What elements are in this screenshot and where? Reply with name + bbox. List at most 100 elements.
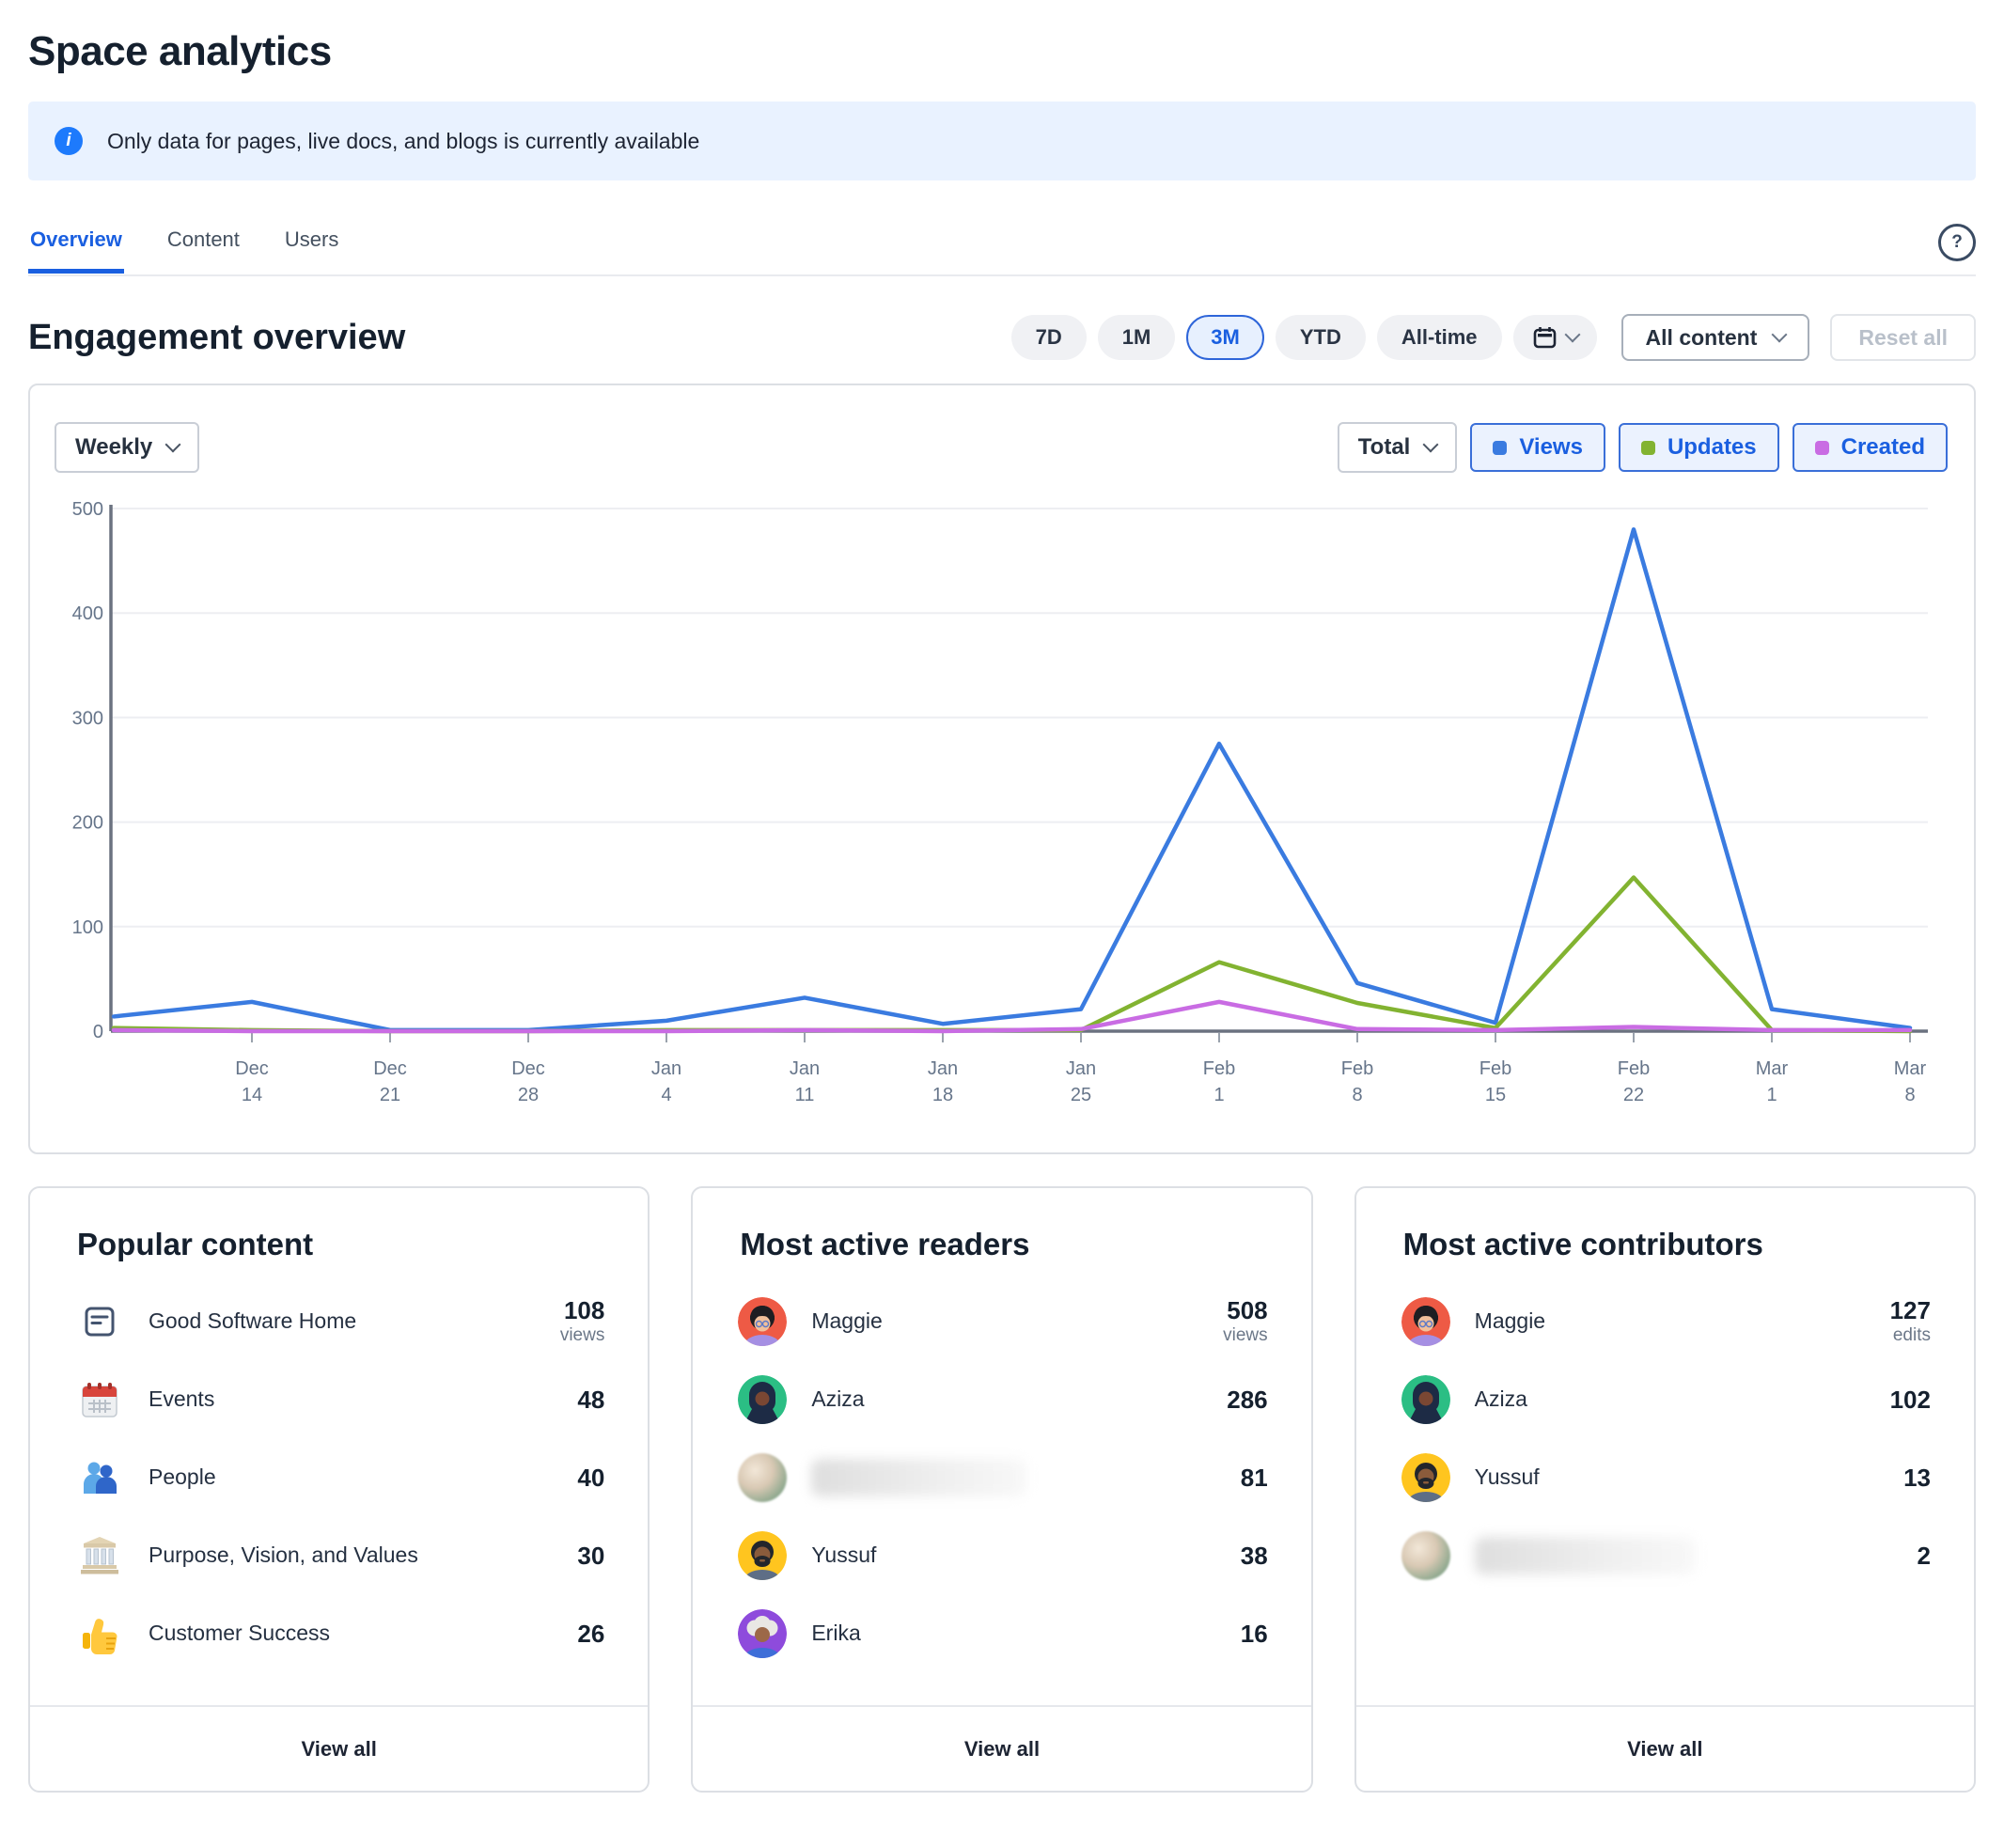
- list-item-label[interactable]: Erika: [811, 1621, 1240, 1646]
- content-filter-select[interactable]: All content: [1621, 314, 1810, 361]
- list-item-value: 38: [1241, 1542, 1268, 1570]
- card-list: Good Software Home108viewsEvents48People…: [30, 1282, 648, 1672]
- engagement-section-header: Engagement overview 7D1M3MYTDAll-timeAll…: [28, 314, 1976, 361]
- card-title: Popular content: [77, 1226, 648, 1263]
- list-item-label[interactable]: People: [149, 1464, 577, 1490]
- list-item-label[interactable]: Purpose, Vision, and Values: [149, 1543, 577, 1568]
- x-axis-label: Feb: [1480, 1058, 1511, 1079]
- updates-series-swatch: [1641, 441, 1655, 455]
- x-axis-label: Jan: [928, 1058, 958, 1079]
- list-item[interactable]: Yussuf13: [1356, 1438, 1974, 1516]
- list-item[interactable]: People40: [30, 1438, 648, 1516]
- list-item-value: 286: [1227, 1386, 1267, 1414]
- range-pill-ytd[interactable]: YTD: [1276, 315, 1366, 360]
- list-item[interactable]: Maggie508views: [693, 1282, 1310, 1360]
- x-axis-label: 28: [518, 1085, 539, 1105]
- list-item[interactable]: Customer Success26: [30, 1594, 648, 1672]
- list-item[interactable]: Erika16: [693, 1594, 1310, 1672]
- list-item-value: 30: [577, 1542, 604, 1570]
- list-item[interactable]: 81: [693, 1438, 1310, 1516]
- summary-cards: Popular content Good Software Home108view…: [28, 1186, 1976, 1793]
- range-pill-7d[interactable]: 7D: [1011, 315, 1087, 360]
- list-item-value: 16: [1241, 1620, 1268, 1648]
- x-axis-label: 8: [1904, 1085, 1915, 1105]
- avatar-photo-blurred: [1401, 1531, 1450, 1580]
- list-item-value: 13: [1903, 1464, 1931, 1492]
- list-item-value: 508views: [1223, 1296, 1268, 1347]
- avatar-maggie: [738, 1297, 787, 1346]
- x-axis-label: Jan: [790, 1058, 820, 1079]
- value-number: 48: [577, 1386, 604, 1414]
- value-number: 2: [1918, 1542, 1931, 1570]
- granularity-select[interactable]: Weekly: [55, 422, 199, 473]
- list-item[interactable]: Maggie127edits: [1356, 1282, 1974, 1360]
- list-item-value: 40: [577, 1464, 604, 1492]
- calendar-icon: [1532, 325, 1558, 351]
- legend-toggle-updates[interactable]: Updates: [1619, 423, 1779, 472]
- card-title: Most active readers: [740, 1226, 1310, 1263]
- list-item[interactable]: Aziza286: [693, 1360, 1310, 1438]
- list-item-label[interactable]: Yussuf: [811, 1543, 1240, 1568]
- x-axis-label: 21: [380, 1085, 400, 1105]
- list-item-label[interactable]: Events: [149, 1386, 577, 1412]
- space-analytics-page: Space analytics i Only data for pages, l…: [0, 28, 2004, 1793]
- card-footer: View all: [693, 1705, 1310, 1791]
- view-all-link[interactable]: View all: [302, 1737, 377, 1762]
- value-unit: edits: [1890, 1324, 1931, 1347]
- x-axis-label: Dec: [511, 1058, 545, 1079]
- list-item[interactable]: 2: [1356, 1516, 1974, 1594]
- metric-select[interactable]: Total: [1338, 422, 1458, 473]
- range-pill-1m[interactable]: 1M: [1098, 315, 1176, 360]
- help-icon[interactable]: ?: [1938, 224, 1976, 261]
- x-axis-label: Jan: [651, 1058, 681, 1079]
- reset-all-button[interactable]: Reset all: [1830, 314, 1976, 361]
- banner-text: Only data for pages, live docs, and blog…: [107, 129, 699, 154]
- engagement-line-chart: 0100200300400500Dec14Dec21Dec28Jan4Jan11…: [43, 492, 1961, 1112]
- list-item-label[interactable]: Good Software Home: [149, 1308, 560, 1334]
- y-axis-label-500: 500: [72, 499, 103, 520]
- list-item[interactable]: Good Software Home108views: [30, 1282, 648, 1360]
- legend-toggle-views[interactable]: Views: [1470, 423, 1605, 472]
- y-axis-label-300: 300: [72, 708, 103, 728]
- views-series-swatch: [1493, 441, 1507, 455]
- list-item-label[interactable]: Customer Success: [149, 1621, 577, 1646]
- tabs: Overview Content Users: [28, 227, 340, 272]
- list-item-value: 26: [577, 1620, 604, 1648]
- value-number: 26: [577, 1620, 604, 1648]
- card-footer: View all: [30, 1705, 648, 1791]
- x-axis-label: 14: [242, 1085, 262, 1105]
- legend-toggle-created[interactable]: Created: [1793, 423, 1948, 472]
- list-item-label[interactable]: Maggie: [811, 1308, 1223, 1334]
- view-all-link[interactable]: View all: [1627, 1737, 1702, 1762]
- y-axis-label-200: 200: [72, 813, 103, 834]
- tab-users[interactable]: Users: [283, 227, 340, 274]
- list-item[interactable]: Purpose, Vision, and Values30: [30, 1516, 648, 1594]
- list-item-label[interactable]: Maggie: [1475, 1308, 1890, 1334]
- list-item[interactable]: Events48: [30, 1360, 648, 1438]
- list-item-label[interactable]: Aziza: [811, 1386, 1227, 1412]
- spacer: [30, 1672, 648, 1705]
- engagement-chart-panel: Weekly Total ViewsUpdatesCreated 0100200…: [28, 384, 1976, 1154]
- tab-content[interactable]: Content: [165, 227, 242, 274]
- y-axis-label-400: 400: [72, 603, 103, 624]
- list-item[interactable]: Aziza102: [1356, 1360, 1974, 1438]
- tab-overview[interactable]: Overview: [28, 227, 124, 274]
- view-all-link[interactable]: View all: [964, 1737, 1040, 1762]
- x-axis-label: 1: [1766, 1085, 1777, 1105]
- tabs-bar: Overview Content Users ?: [28, 224, 1976, 276]
- list-item-value: 2: [1918, 1542, 1931, 1570]
- range-pill-all-time[interactable]: All-time: [1377, 315, 1502, 360]
- list-item-label[interactable]: Yussuf: [1475, 1464, 1903, 1490]
- chart-controls: Weekly Total Views Updates Created: [55, 421, 1948, 474]
- y-axis-label-100: 100: [72, 917, 103, 938]
- chevron-down-icon: [1564, 327, 1580, 343]
- avatar-aziza: [1401, 1375, 1450, 1424]
- list-item-label[interactable]: Aziza: [1475, 1386, 1890, 1412]
- list-item[interactable]: Yussuf38: [693, 1516, 1310, 1594]
- granularity-label: Weekly: [75, 434, 152, 461]
- date-range-picker[interactable]: [1513, 315, 1597, 360]
- list-item-value: 127edits: [1890, 1296, 1931, 1347]
- views-series-line: [114, 529, 1910, 1030]
- range-pill-3m[interactable]: 3M: [1186, 315, 1264, 360]
- chart-legend: Views Updates Created: [1470, 423, 1948, 472]
